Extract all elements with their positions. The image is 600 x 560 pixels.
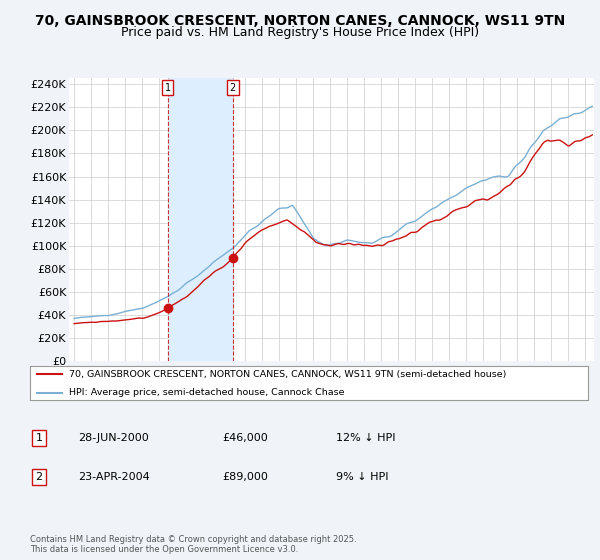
Text: 1: 1 xyxy=(164,83,171,92)
Text: £89,000: £89,000 xyxy=(222,472,268,482)
Text: 70, GAINSBROOK CRESCENT, NORTON CANES, CANNOCK, WS11 9TN (semi-detached house): 70, GAINSBROOK CRESCENT, NORTON CANES, C… xyxy=(69,370,506,379)
Text: 12% ↓ HPI: 12% ↓ HPI xyxy=(336,433,395,443)
Text: 28-JUN-2000: 28-JUN-2000 xyxy=(78,433,149,443)
Text: 2: 2 xyxy=(230,83,236,92)
Text: 1: 1 xyxy=(35,433,43,443)
Text: 23-APR-2004: 23-APR-2004 xyxy=(78,472,150,482)
Text: 9% ↓ HPI: 9% ↓ HPI xyxy=(336,472,389,482)
Bar xyxy=(167,78,233,361)
Text: £46,000: £46,000 xyxy=(222,433,268,443)
Text: 70, GAINSBROOK CRESCENT, NORTON CANES, CANNOCK, WS11 9TN: 70, GAINSBROOK CRESCENT, NORTON CANES, C… xyxy=(35,14,565,28)
Text: HPI: Average price, semi-detached house, Cannock Chase: HPI: Average price, semi-detached house,… xyxy=(69,388,344,397)
Text: Price paid vs. HM Land Registry's House Price Index (HPI): Price paid vs. HM Land Registry's House … xyxy=(121,26,479,39)
Text: Contains HM Land Registry data © Crown copyright and database right 2025.
This d: Contains HM Land Registry data © Crown c… xyxy=(30,535,356,554)
Text: 2: 2 xyxy=(35,472,43,482)
